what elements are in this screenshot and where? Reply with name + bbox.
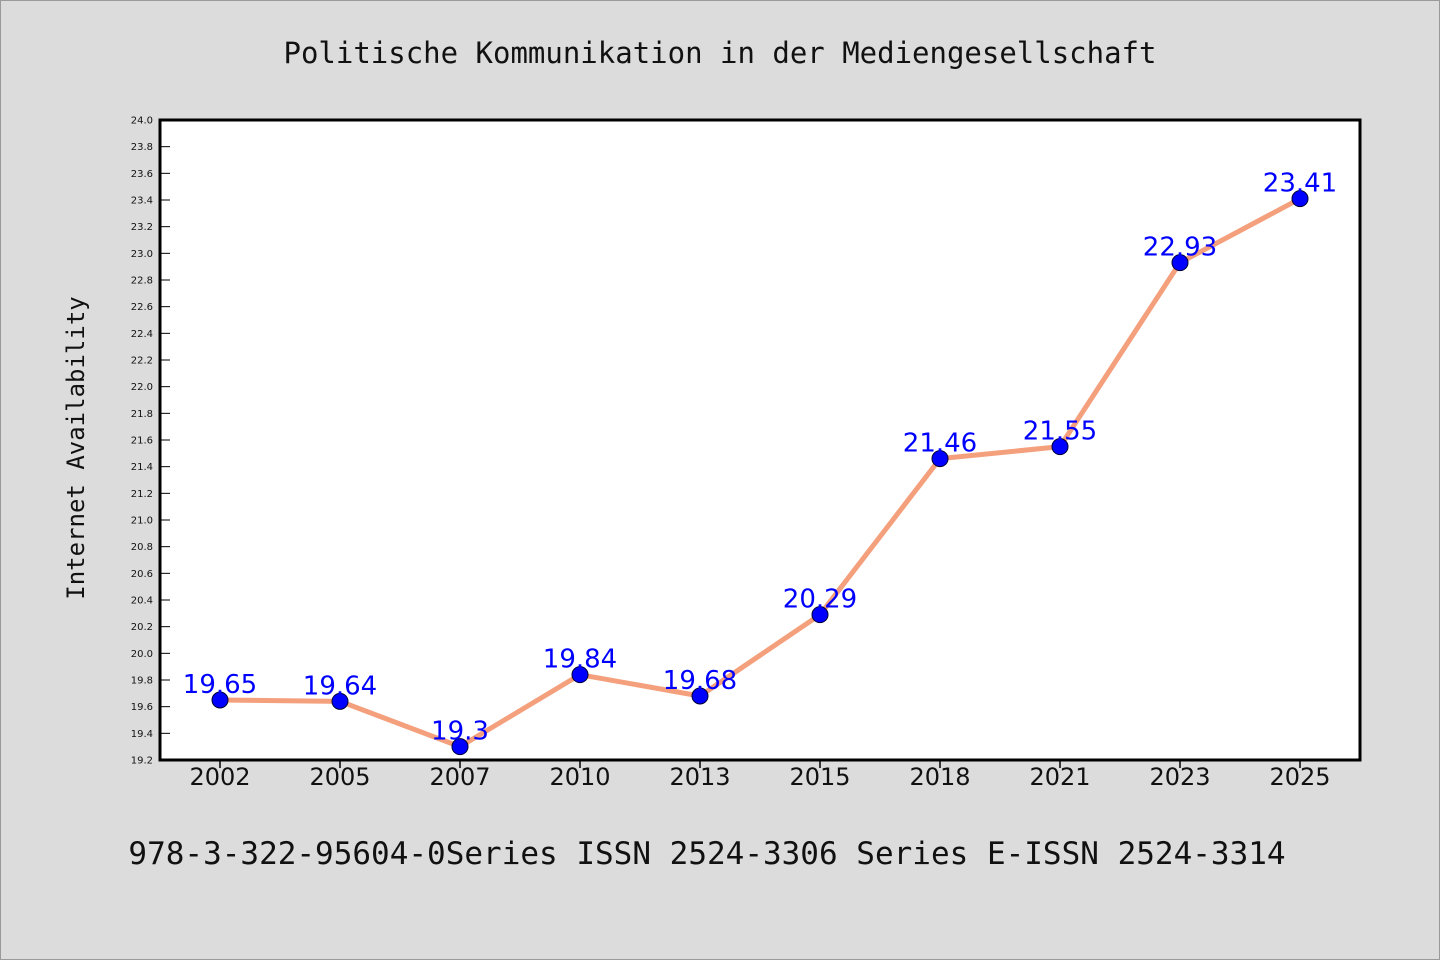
y-tick-label: 20.0	[131, 649, 153, 660]
series-line-group	[211, 190, 1309, 756]
data-point	[1171, 254, 1189, 272]
data-label: 19.64	[303, 671, 377, 701]
data-label: 19.65	[183, 670, 257, 700]
x-axis: 2002 2005 2007 2010 2013 2015 2018 2021 2023 2025	[189, 760, 1331, 791]
y-tick-label: 23.0	[131, 249, 153, 260]
y-axis: 19.2 19.4 19.6 19.8 20.0 20.2 20.4 20.6 20.8 21.0…	[131, 116, 170, 767]
y-tick-label: 20.2	[131, 622, 153, 633]
x-tick-label: 2010	[549, 763, 610, 791]
x-tick-label: 2013	[669, 763, 730, 791]
y-tick-label: 22.0	[131, 382, 153, 393]
y-tick-label: 20.8	[131, 542, 153, 553]
data-point	[1051, 438, 1069, 456]
data-point	[811, 606, 829, 624]
x-tick-label: 2005	[309, 763, 370, 791]
y-tick-label: 22.2	[131, 356, 153, 367]
y-tick-label: 19.2	[131, 756, 153, 767]
y-tick-label: 23.6	[131, 169, 153, 180]
y-axis-label: Internet Availability	[62, 296, 90, 599]
y-tick-label: 21.6	[131, 436, 153, 447]
y-tick-label: 22.6	[131, 302, 153, 313]
x-tick-label: 2021	[1029, 763, 1090, 791]
y-tick-label: 20.6	[131, 569, 153, 580]
y-tick-label: 23.2	[131, 222, 153, 233]
data-label: 20.29	[783, 585, 857, 615]
x-tick-label: 2018	[909, 763, 970, 791]
y-tick-label: 19.4	[131, 729, 153, 740]
data-label: 19.84	[543, 645, 617, 675]
plot-area	[158, 118, 1362, 762]
y-tick-label: 19.6	[131, 702, 153, 713]
data-label: 21.46	[903, 429, 977, 459]
x-tick-label: 2015	[789, 763, 850, 791]
data-point	[1291, 190, 1309, 208]
x-tick-label: 2002	[189, 763, 250, 791]
y-tick-label: 21.2	[131, 489, 153, 500]
data-label-group: 19.65 19.64 19.3 19.84 19.68 20.29 21.46 21.55 2…	[183, 169, 1337, 747]
footer-text: 978-3-322-95604-0Series ISSN 2524-3306 S…	[128, 836, 1285, 872]
data-point	[931, 450, 949, 468]
data-label: 23.41	[1263, 169, 1337, 199]
data-point	[331, 692, 349, 710]
y-tick-label: 21.0	[131, 516, 153, 527]
data-point	[211, 691, 229, 709]
data-point	[451, 738, 469, 756]
y-tick-label: 23.8	[131, 142, 153, 153]
y-tick-label: 23.4	[131, 196, 153, 207]
y-tick-label: 20.4	[131, 596, 153, 607]
data-label: 19.68	[663, 666, 737, 696]
data-point	[691, 687, 709, 705]
y-tick-label: 21.8	[131, 409, 153, 420]
data-label: 19.3	[431, 717, 489, 747]
chart-title: Politische Kommunikation in der Medienge…	[284, 36, 1157, 70]
x-tick-label: 2023	[1149, 763, 1210, 791]
data-point	[571, 666, 589, 684]
y-tick-label: 22.4	[131, 329, 153, 340]
y-tick-label: 19.8	[131, 676, 153, 687]
y-tick-label: 22.8	[131, 276, 153, 287]
y-tick-label: 21.4	[131, 462, 153, 473]
series-line	[217, 196, 1303, 750]
y-tick-label: 24.0	[131, 116, 153, 127]
x-tick-label: 2007	[429, 763, 490, 791]
x-tick-label: 2025	[1269, 763, 1330, 791]
data-label: 21.55	[1023, 417, 1097, 447]
data-label: 22.93	[1143, 233, 1217, 263]
